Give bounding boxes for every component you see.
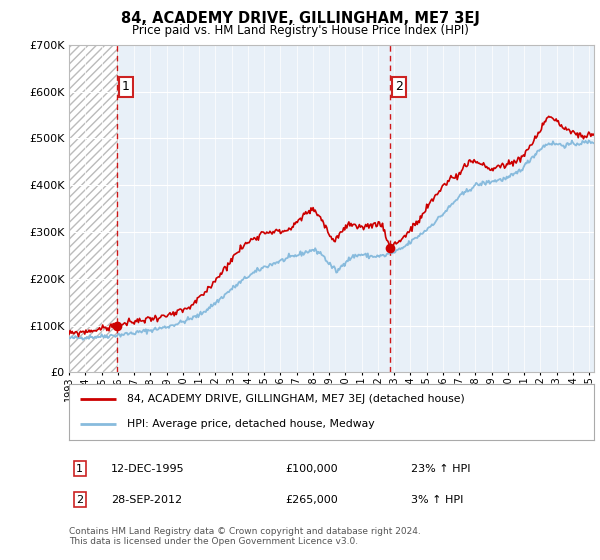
Text: 3% ↑ HPI: 3% ↑ HPI xyxy=(411,494,463,505)
Text: Contains HM Land Registry data © Crown copyright and database right 2024.
This d: Contains HM Land Registry data © Crown c… xyxy=(69,526,421,546)
Text: 2: 2 xyxy=(395,81,403,94)
Text: 1: 1 xyxy=(76,464,83,474)
Text: 84, ACADEMY DRIVE, GILLINGHAM, ME7 3EJ (detached house): 84, ACADEMY DRIVE, GILLINGHAM, ME7 3EJ (… xyxy=(127,394,464,404)
Text: 28-SEP-2012: 28-SEP-2012 xyxy=(111,494,182,505)
Text: Price paid vs. HM Land Registry's House Price Index (HPI): Price paid vs. HM Land Registry's House … xyxy=(131,24,469,36)
Text: 2: 2 xyxy=(76,494,83,505)
Text: 84, ACADEMY DRIVE, GILLINGHAM, ME7 3EJ: 84, ACADEMY DRIVE, GILLINGHAM, ME7 3EJ xyxy=(121,11,479,26)
Text: £265,000: £265,000 xyxy=(285,494,338,505)
Text: 23% ↑ HPI: 23% ↑ HPI xyxy=(411,464,470,474)
Text: 12-DEC-1995: 12-DEC-1995 xyxy=(111,464,185,474)
Bar xyxy=(69,45,117,372)
Text: £100,000: £100,000 xyxy=(285,464,338,474)
Text: 1: 1 xyxy=(122,81,130,94)
Text: HPI: Average price, detached house, Medway: HPI: Average price, detached house, Medw… xyxy=(127,419,374,430)
Bar xyxy=(69,45,117,372)
